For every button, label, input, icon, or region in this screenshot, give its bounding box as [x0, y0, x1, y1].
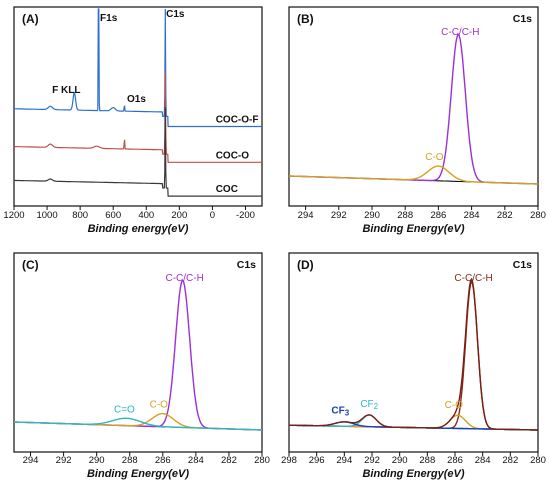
x-tick-label: 800 [72, 210, 88, 221]
envelope-line [289, 277, 538, 431]
panel-c: 294 292 290 288 286 284 282 280 Binding Energy(e… [13, 252, 270, 480]
x-tick-label: 0 [210, 210, 215, 221]
series-line-coc [14, 106, 262, 197]
x-tick-label: 290 [392, 455, 408, 466]
peak-label-c-o: C-O [445, 400, 464, 411]
x-tick-label: 600 [105, 210, 121, 221]
peak-label-c-o: C-O [150, 400, 169, 411]
x-tick-label: 288 [122, 455, 138, 466]
x-tick-label: 282 [497, 210, 513, 221]
x-tick-label: 292 [331, 210, 347, 221]
peak-label-c-c-c-h: C-C/C-H [441, 27, 479, 38]
series-label-coc-o: COC-O [216, 150, 250, 161]
x-tick-label: 288 [419, 455, 435, 466]
corner-label: C1s [237, 259, 256, 271]
x-tick-label: 294 [298, 210, 314, 221]
x-tick-label: -200 [236, 210, 255, 221]
x-tick-label: 286 [155, 455, 171, 466]
x-tick-label: 294 [336, 455, 352, 466]
panel-d: 298 296 294 292 290 288 286 284 282 280 Binding En… [281, 252, 546, 480]
x-tick-label: 1200 [3, 210, 24, 221]
x-tick-label: 286 [447, 455, 463, 466]
peak-label-cf3: CF3 [331, 405, 349, 417]
x-tick-label: 280 [530, 455, 546, 466]
x-axis-label: Binding Energy(eV) [87, 468, 189, 480]
series-label-coc-o-f: COC-O-F [216, 114, 259, 125]
peak-label-c-o: C=O [114, 404, 135, 415]
component-peak-c-c-c-h [14, 279, 262, 431]
panel-label: (D) [297, 258, 314, 272]
x-axis-label: Binding Energy(eV) [362, 223, 464, 235]
plot-frame [288, 6, 539, 207]
x-tick-label: 284 [188, 455, 204, 466]
plot-frame [288, 252, 539, 453]
peak-label-c1s: C1s [166, 9, 185, 20]
component-peak-c-o [289, 165, 538, 185]
panel-label: (A) [22, 12, 39, 26]
component-peak-c-c-c-h [289, 33, 538, 185]
x-tick-label: 298 [281, 455, 297, 466]
peak-label-cf2: CF2 [360, 399, 378, 411]
component-peak-c-o [14, 412, 262, 431]
x-tick-label: 292 [364, 455, 380, 466]
x-axis-label: Binding energy(eV) [88, 223, 189, 235]
x-tick-label: 1000 [36, 210, 57, 221]
x-tick-label: 200 [171, 210, 187, 221]
peak-label-c-c-c-h: C-C/C-H [165, 273, 203, 284]
peak-label-c-o: C-O [425, 152, 444, 163]
x-tick-label: 284 [475, 455, 491, 466]
x-tick-label: 282 [502, 455, 518, 466]
peak-label-c-c-c-h: C-C/C-H [454, 273, 492, 284]
series-label-coc: COC [216, 184, 238, 195]
plot-frame [13, 6, 263, 207]
x-tick-label: 400 [138, 210, 154, 221]
x-tick-label: 280 [530, 210, 546, 221]
series-line-coc-o [14, 72, 262, 163]
series-line-coc-o-f [14, 8, 262, 128]
x-tick-label: 286 [430, 210, 446, 221]
x-tick-label: 282 [221, 455, 237, 466]
x-axis-label: Binding Energy(eV) [362, 468, 464, 480]
component-peak-c-c-c-h [289, 279, 538, 431]
peak-label-f1s: F1s [100, 13, 118, 24]
corner-label: C1s [513, 13, 532, 25]
peak-label-f-kll: F KLL [52, 85, 80, 96]
x-tick-label: 280 [254, 455, 270, 466]
x-tick-label: 292 [56, 455, 72, 466]
x-tick-label: 284 [464, 210, 480, 221]
x-tick-label: 296 [309, 455, 325, 466]
panel-a: 1200 1000 800 600 400 200 0 -200 Binding energy(… [3, 6, 263, 235]
x-tick-label: 290 [89, 455, 105, 466]
peak-label-o1s: O1s [127, 94, 146, 105]
corner-label: C1s [513, 259, 532, 271]
panel-b: 294 292 290 288 286 284 282 280 Binding Energy(e… [288, 6, 546, 235]
component-peak-c-o [14, 417, 262, 431]
x-tick-label: 288 [397, 210, 413, 221]
x-tick-label: 294 [23, 455, 39, 466]
panel-label: (B) [297, 12, 314, 26]
panel-label: (C) [22, 258, 39, 272]
plot-frame [13, 252, 263, 453]
x-tick-label: 290 [364, 210, 380, 221]
